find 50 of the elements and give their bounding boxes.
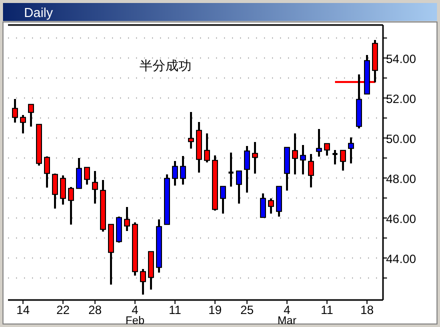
candlestick <box>332 149 338 166</box>
candlestick <box>220 185 226 215</box>
candlestick <box>52 172 58 210</box>
candlestick <box>84 166 90 186</box>
candlestick <box>244 145 250 194</box>
candlestick <box>260 192 266 218</box>
candlestick <box>44 155 50 189</box>
y-tick-label: 50.00 <box>386 132 416 146</box>
y-tick-label: 48.00 <box>386 172 416 186</box>
candlestick <box>172 160 178 187</box>
candlestick <box>204 132 210 164</box>
chart-title: Daily <box>24 5 54 20</box>
x-tick-label: 11 <box>320 303 334 317</box>
candlestick <box>228 152 234 188</box>
candlestick <box>124 206 130 232</box>
candlestick <box>188 111 194 150</box>
x-tick-label: 14 <box>16 303 30 317</box>
candlestick <box>340 149 346 172</box>
candlestick <box>92 170 98 205</box>
x-tick-label: 4 Mar <box>278 303 297 327</box>
candlestick <box>20 114 26 134</box>
y-tick-label: 52.00 <box>386 92 416 106</box>
y-tick-label: 44.00 <box>386 252 416 266</box>
candlestick <box>324 142 330 157</box>
candlestick <box>316 128 322 158</box>
candlestick <box>68 186 74 226</box>
candlestick <box>180 155 186 186</box>
x-tick-label: 4 Feb <box>126 303 144 327</box>
candlestick <box>76 157 82 190</box>
x-tick-label: 18 <box>360 303 374 317</box>
x-tick-label: 11 <box>168 303 182 317</box>
candlestick <box>236 170 242 205</box>
candlestick <box>140 268 146 296</box>
x-tick-label: 28 <box>88 303 102 317</box>
candlestick <box>348 136 354 164</box>
candlestick <box>268 197 274 215</box>
y-tick-label: 54.00 <box>386 52 416 66</box>
candlestick <box>28 103 34 128</box>
candlestick <box>12 98 18 124</box>
candlestick <box>308 153 314 188</box>
x-tick-label: 22 <box>56 303 70 317</box>
candlestick <box>292 132 298 176</box>
x-tick-label: 25 <box>240 303 254 317</box>
candlestick <box>300 144 306 176</box>
annotation: 半分成功 <box>140 58 192 73</box>
y-tick-label: 46.00 <box>386 212 416 226</box>
candlestick <box>252 141 258 175</box>
candlestick <box>116 216 122 244</box>
candlestick <box>60 174 66 206</box>
x-tick-label: 19 <box>208 303 222 317</box>
